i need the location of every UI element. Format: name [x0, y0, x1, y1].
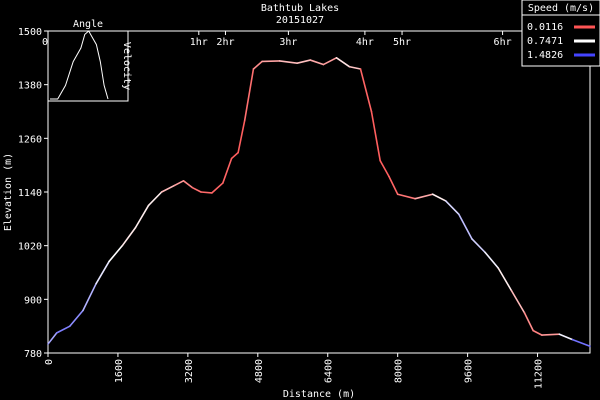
y-tick-label: 900 [24, 295, 42, 306]
series-segment [69, 309, 84, 327]
series-segment [396, 193, 416, 200]
series-segment [134, 204, 150, 229]
x-tick-label: 9600 [464, 359, 475, 383]
series-segment [121, 226, 137, 247]
series-segment [370, 110, 381, 162]
series-segment [541, 333, 561, 336]
series-segment [182, 180, 194, 189]
series-segment [309, 59, 325, 66]
series-segment [532, 329, 543, 336]
series-segment [278, 60, 298, 65]
series-segment [108, 244, 124, 263]
series-segment [484, 251, 500, 269]
legend-entry-label: 0.7471 [527, 36, 563, 47]
y-axis-label: Elevation (m) [3, 153, 14, 231]
legend-title: Speed (m/s) [528, 3, 594, 14]
chart-subtitle: 20151027 [276, 15, 324, 26]
x-tick-label: 11200 [534, 359, 545, 389]
legend-entry-label: 0.0116 [527, 22, 563, 33]
series-segment [359, 68, 373, 113]
series-segment [335, 57, 351, 68]
series-segment [237, 119, 246, 154]
series-segment [243, 68, 255, 122]
series-segment [147, 191, 163, 207]
series-segment [252, 60, 263, 70]
series-segment [296, 59, 312, 65]
series-segment [471, 238, 486, 254]
series-segment [200, 191, 213, 194]
y-tick-label: 1020 [18, 242, 42, 253]
y-tick-label: 780 [24, 349, 42, 360]
series-segment [444, 200, 460, 216]
x-axis-label: Distance (m) [283, 389, 355, 400]
series-segment [458, 213, 473, 240]
series-segment [47, 332, 58, 345]
y-tick-label: 1500 [18, 27, 42, 38]
series-segment [558, 333, 574, 341]
series-segment [230, 151, 239, 160]
x-axis: 0 1600 3200 4800 6400 8000 9600 11200 [44, 353, 545, 389]
time-marker-label: 5hr [393, 37, 411, 48]
chart-title: Bathtub Lakes [261, 3, 339, 14]
y-axis: 780 900 1020 1140 1260 1380 1500 [18, 27, 48, 360]
series-segment [82, 282, 97, 312]
inset-profile-line [50, 30, 109, 100]
series-segment [322, 57, 338, 66]
series-segment [431, 193, 447, 202]
series-segment [388, 175, 399, 196]
series-segment [510, 289, 526, 314]
x-tick-label: 1600 [114, 359, 125, 383]
time-marker-label: 6hr [494, 37, 512, 48]
series-segment [414, 193, 434, 200]
inset-side-label: Velocity [121, 42, 132, 90]
x-tick-label: 3200 [184, 359, 195, 383]
time-marker-label: 1hr [190, 37, 208, 48]
series-segment [95, 260, 110, 285]
inset-plot: Angle Velocity [47, 19, 132, 102]
series-segment [348, 65, 362, 70]
x-tick-label: 6400 [324, 359, 335, 383]
series-segment [55, 325, 71, 334]
inset-title: Angle [73, 19, 103, 30]
series-segment [211, 182, 224, 194]
elevation-series-line [47, 57, 591, 348]
x-tick-label: 4800 [254, 359, 265, 383]
series-segment [191, 186, 202, 193]
series-segment [160, 184, 176, 193]
time-marker-label: 4hr [356, 37, 374, 48]
series-segment [222, 157, 233, 184]
legend: Speed (m/s) 0.0116 0.7471 1.4826 [521, 0, 600, 67]
legend-entry-label: 1.4826 [527, 50, 563, 61]
series-segment [173, 180, 185, 187]
y-tick-label: 1380 [18, 81, 42, 92]
time-marker-label: 3hr [279, 37, 297, 48]
series-segment [571, 338, 591, 348]
time-marker-label: 2hr [216, 37, 234, 48]
y-tick-label: 1140 [18, 188, 42, 199]
y-tick-label: 1260 [18, 134, 42, 145]
x-tick-label: 0 [44, 359, 55, 365]
x-tick-label: 8000 [394, 359, 405, 383]
series-segment [523, 311, 534, 332]
series-segment [497, 267, 513, 292]
inset-frame [47, 30, 129, 102]
series-segment [379, 159, 390, 178]
